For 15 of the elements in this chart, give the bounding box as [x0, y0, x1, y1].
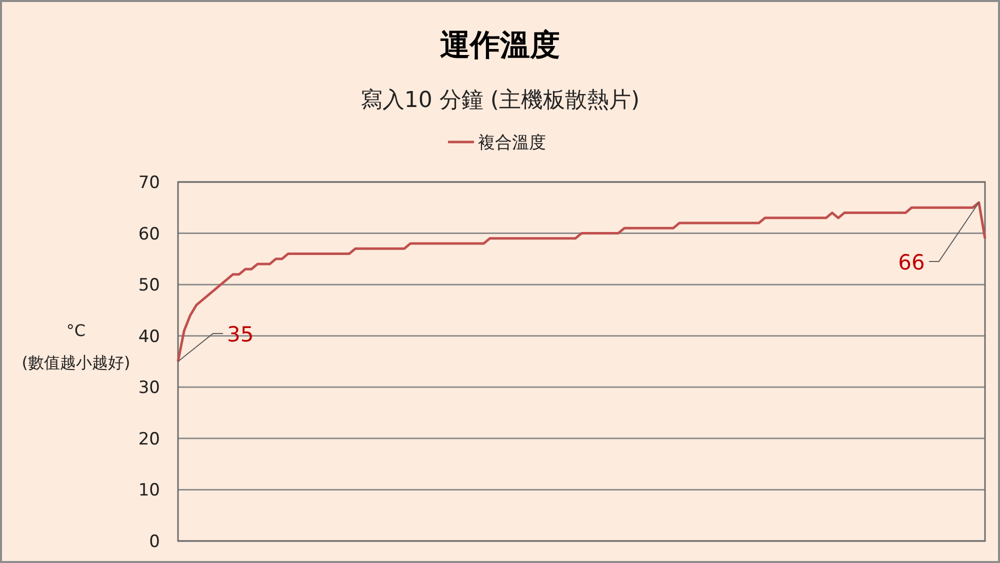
- y-tick-label: 30: [138, 378, 160, 398]
- y-tick-label: 20: [138, 429, 160, 450]
- y-tick-label: 50: [138, 276, 160, 296]
- line-series: [176, 201, 986, 363]
- y-tick-label: 0: [149, 532, 160, 552]
- annotation: 35: [227, 322, 254, 346]
- chart-subtitle: 寫入10 分鐘 (主機板散熱片): [360, 88, 640, 113]
- y-tick-label: 70: [138, 173, 160, 193]
- y-tick-label: 40: [138, 326, 160, 347]
- annotation: 66: [898, 250, 925, 275]
- y-tick-label: 10: [138, 480, 160, 501]
- legend-label: 複合溫度: [478, 133, 546, 153]
- chart-title: 運作溫度: [440, 28, 560, 63]
- y-tick-label: 60: [138, 224, 160, 244]
- y-axis-title: °C (數值越小越好): [22, 321, 130, 372]
